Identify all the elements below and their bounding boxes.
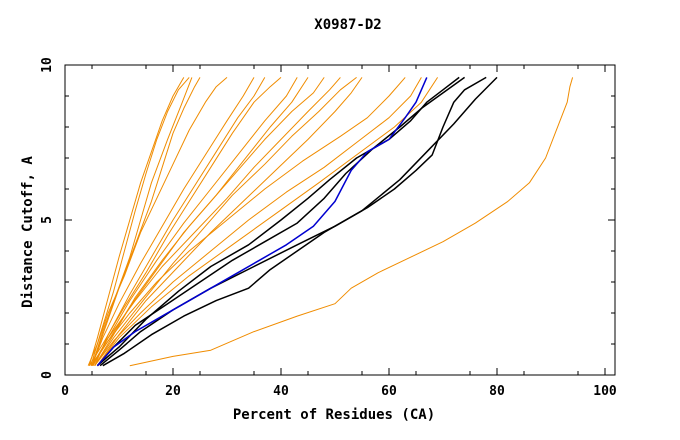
series-line-o15 — [91, 77, 406, 366]
series-line-o9 — [91, 77, 298, 366]
y-tick-label: 10 — [40, 57, 55, 73]
chart-title: X0987-D2 — [314, 17, 381, 33]
ticks-layer: 0 20 40 60 80 100 0 5 10 — [40, 57, 617, 399]
y-tick-label: 5 — [40, 216, 55, 224]
x-tick-label: 0 — [61, 384, 69, 399]
series-line-o2 — [90, 77, 190, 366]
x-tick-label: 40 — [273, 384, 289, 399]
x-axis-label: Percent of Residues (CA) — [233, 407, 435, 423]
series-line-b4 — [96, 76, 460, 367]
series-line-o12 — [92, 77, 341, 366]
y-axis-label: Distance Cutoff, A — [20, 156, 36, 308]
series-line-o5 — [87, 77, 228, 366]
x-tick-label: 60 — [381, 384, 397, 399]
x-tick-label: 20 — [165, 384, 181, 399]
series-line-o1 — [88, 77, 185, 366]
series-line-o3 — [91, 77, 193, 366]
y-tick-label: 0 — [40, 371, 55, 379]
series-line-blue — [96, 77, 428, 367]
series-line-o4 — [91, 77, 201, 366]
series-line-o14 — [96, 77, 363, 366]
series-line-o8 — [88, 77, 282, 366]
x-tick-label: 100 — [593, 384, 617, 399]
series-line-o6 — [91, 77, 255, 366]
series-line-o16 — [94, 77, 422, 367]
series-line-o18 — [129, 77, 574, 367]
series-line-b1 — [96, 76, 466, 367]
series-line-b3 — [102, 76, 498, 367]
series-layer — [87, 76, 574, 367]
series-line-o17 — [97, 77, 439, 367]
x-tick-label: 80 — [489, 384, 505, 399]
series-line-o7 — [94, 77, 266, 366]
series-line-o13 — [94, 77, 357, 366]
